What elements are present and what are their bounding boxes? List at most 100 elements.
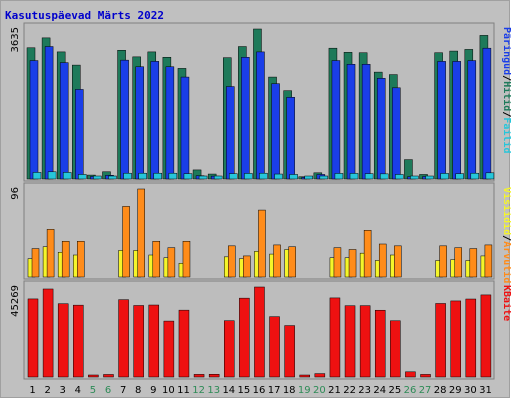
panel-middle-max-label: 96 xyxy=(10,187,21,200)
bar-kbytes-day-6 xyxy=(103,374,114,378)
bar-kbytes-day-3 xyxy=(57,303,69,378)
bar-files-day-25 xyxy=(395,174,404,180)
bar-files-day-20 xyxy=(319,175,329,180)
bar-files-day-4 xyxy=(78,174,87,180)
day-label-2: 2 xyxy=(44,385,50,396)
day-label-28: 28 xyxy=(434,385,447,396)
bar-sites-day-17 xyxy=(273,244,281,278)
bar-sites-day-9 xyxy=(152,241,161,278)
day-label-21: 21 xyxy=(328,385,341,396)
bar-sites-day-21 xyxy=(333,247,342,278)
bar-pages-day-14 xyxy=(226,86,235,180)
bar-pages-day-15 xyxy=(241,57,250,180)
bar-sites-day-30 xyxy=(469,248,478,278)
day-label-20: 20 xyxy=(313,385,326,396)
bar-files-day-1 xyxy=(32,172,42,180)
bar-sites-day-2 xyxy=(46,229,55,278)
legend-entry: Arvutid xyxy=(501,241,511,283)
bar-sites-day-24 xyxy=(378,243,387,278)
legend-separator: / xyxy=(501,235,511,241)
bar-pages-day-29 xyxy=(452,61,461,180)
bar-pages-day-22 xyxy=(346,64,356,180)
day-label-22: 22 xyxy=(343,385,356,396)
legend-separator: / xyxy=(501,75,511,81)
bar-kbytes-day-31 xyxy=(480,294,492,378)
bar-files-day-12 xyxy=(198,175,208,180)
bar-files-day-3 xyxy=(62,172,72,180)
bar-sites-day-3 xyxy=(61,241,70,278)
panel-middle-legend: Visiidid/Arvutid xyxy=(501,187,511,283)
bar-sites-day-11 xyxy=(182,241,191,278)
bar-files-day-5 xyxy=(93,175,102,180)
day-label-29: 29 xyxy=(449,385,462,396)
bar-pages-day-30 xyxy=(467,60,477,180)
legend-entry: KBaite xyxy=(501,285,511,321)
bar-pages-day-4 xyxy=(75,89,84,180)
bar-sites-day-7 xyxy=(122,206,130,278)
bar-kbytes-day-17 xyxy=(269,316,280,378)
day-label-24: 24 xyxy=(373,385,386,396)
bar-files-day-17 xyxy=(274,173,283,180)
bar-sites-day-29 xyxy=(454,247,462,278)
bar-kbytes-day-27 xyxy=(420,374,431,378)
chart-title: Kasutuspäevad Märts 2022 xyxy=(5,9,164,22)
day-label-11: 11 xyxy=(177,385,190,396)
bar-kbytes-day-10 xyxy=(163,320,175,378)
bar-pages-day-2 xyxy=(44,46,54,180)
bar-kbytes-day-2 xyxy=(42,288,54,378)
day-label-16: 16 xyxy=(253,385,266,396)
bar-pages-day-3 xyxy=(59,62,69,180)
bar-sites-day-4 xyxy=(77,241,85,278)
bar-kbytes-day-24 xyxy=(374,309,386,378)
bar-kbytes-day-9 xyxy=(148,304,160,378)
panel-bottom-legend: KBaite xyxy=(501,285,511,321)
day-label-19: 19 xyxy=(298,385,311,396)
bar-kbytes-day-5 xyxy=(88,374,99,378)
bar-files-day-6 xyxy=(108,175,117,180)
legend-entry: Failid xyxy=(501,117,511,153)
bar-kbytes-day-13 xyxy=(208,374,220,378)
bar-sites-day-16 xyxy=(258,209,266,278)
bar-files-day-19 xyxy=(304,175,313,180)
bar-files-day-9 xyxy=(153,172,163,180)
bar-kbytes-day-28 xyxy=(435,303,446,378)
bar-pages-day-16 xyxy=(256,51,265,180)
day-label-7: 7 xyxy=(120,385,126,396)
bar-files-day-14 xyxy=(229,173,238,180)
bar-pages-day-10 xyxy=(165,66,175,180)
legend-entry: Hitid xyxy=(501,81,511,111)
bar-kbytes-day-16 xyxy=(254,286,265,378)
bar-pages-day-28 xyxy=(437,61,446,180)
bar-files-day-30 xyxy=(470,172,480,180)
day-label-26: 26 xyxy=(404,385,417,396)
bar-pages-day-25 xyxy=(392,87,401,180)
bar-files-day-8 xyxy=(138,172,147,180)
bar-pages-day-1 xyxy=(29,60,39,180)
bar-files-day-13 xyxy=(213,175,223,180)
day-label-14: 14 xyxy=(222,385,235,396)
day-label-4: 4 xyxy=(75,385,81,396)
bar-pages-day-21 xyxy=(331,60,341,180)
bar-pages-day-24 xyxy=(376,78,386,180)
panel-top-max-label: 3635 xyxy=(10,27,21,52)
day-label-30: 30 xyxy=(464,385,477,396)
bar-kbytes-day-25 xyxy=(390,320,401,378)
bar-kbytes-day-14 xyxy=(224,320,235,378)
day-label-1: 1 xyxy=(29,385,35,396)
panel-top-legend: Päringud/Hitid/Failid xyxy=(501,27,511,153)
bar-files-day-18 xyxy=(289,174,298,180)
bar-files-day-24 xyxy=(379,173,389,180)
bar-pages-day-31 xyxy=(482,47,492,180)
day-label-25: 25 xyxy=(389,385,402,396)
day-label-31: 31 xyxy=(479,385,492,396)
bar-kbytes-day-15 xyxy=(239,297,250,378)
bar-kbytes-day-18 xyxy=(284,325,295,378)
day-label-17: 17 xyxy=(268,385,281,396)
panel-bottom-max-label: 45269 xyxy=(10,285,21,317)
bar-pages-day-7 xyxy=(120,59,129,180)
bar-pages-day-8 xyxy=(135,66,144,180)
bar-sites-day-10 xyxy=(167,247,176,278)
bar-files-day-21 xyxy=(334,173,344,180)
bar-files-day-29 xyxy=(455,173,464,180)
